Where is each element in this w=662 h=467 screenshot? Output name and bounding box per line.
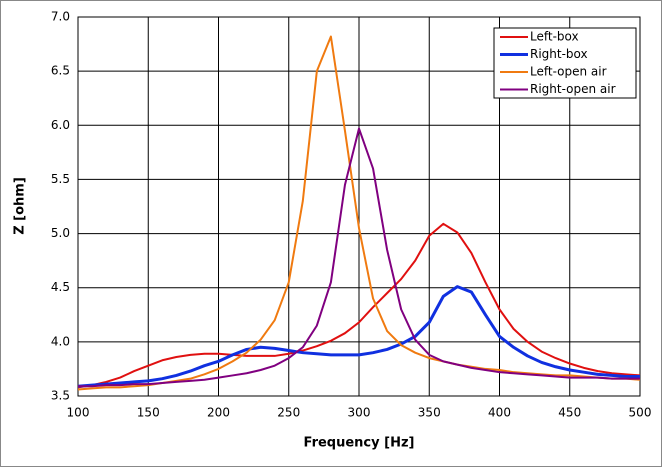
x-tick-label: 350 (418, 406, 441, 420)
legend-box (493, 27, 637, 99)
legend-label: Right-open air (530, 82, 616, 96)
y-tick-label: 4.5 (51, 280, 70, 294)
y-tick-label: 4.0 (51, 334, 70, 348)
x-tick-label: 100 (67, 406, 90, 420)
x-tick-label: 500 (629, 406, 652, 420)
y-tick-label: 3.5 (51, 389, 70, 403)
y-tick-label: 7.0 (51, 10, 70, 24)
x-axis-title: Frequency [Hz] (304, 436, 415, 451)
x-tick-label: 400 (488, 406, 511, 420)
x-tick-label: 450 (558, 406, 581, 420)
y-axis-title: Z [ohm] (13, 177, 28, 235)
x-tick-label: 150 (137, 406, 160, 420)
y-tick-label: 6.0 (51, 118, 70, 132)
legend-label: Left-box (530, 30, 579, 44)
legend-label: Left-open air (530, 65, 607, 79)
y-tick-label: 5.0 (51, 226, 70, 240)
line-series (77, 285, 640, 388)
line-series (78, 127, 640, 388)
line-series (77, 222, 641, 389)
x-tick-label: 300 (348, 406, 371, 420)
x-tick-label: 200 (207, 406, 230, 420)
y-tick-label: 5.5 (51, 172, 70, 186)
legend-label: Right-box (530, 47, 588, 61)
x-tick-label: 250 (277, 406, 300, 420)
y-tick-label: 6.5 (51, 64, 70, 78)
plot-border (77, 16, 641, 397)
